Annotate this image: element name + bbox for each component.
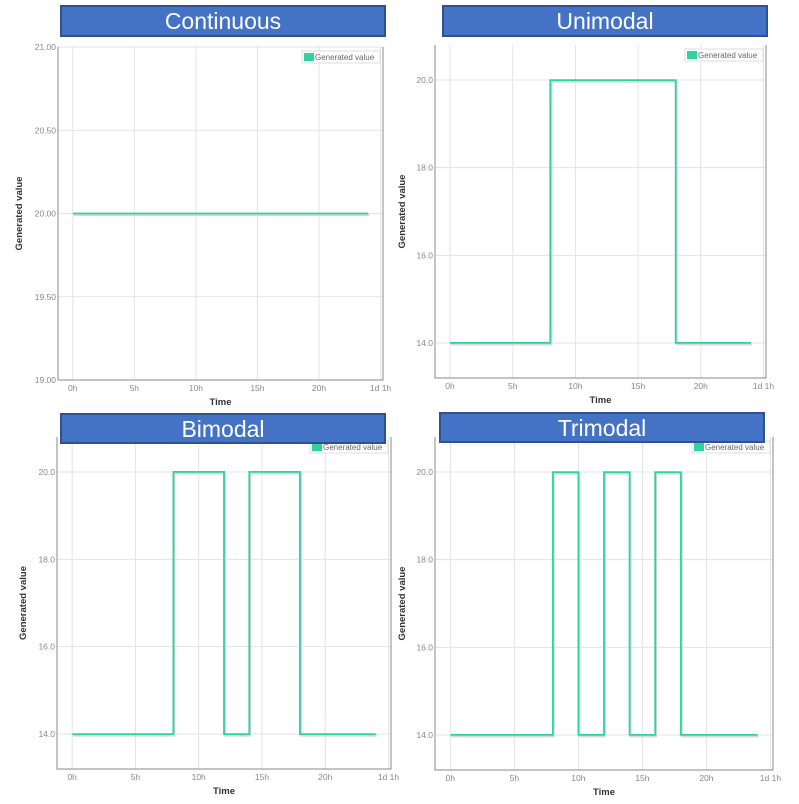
y-tick-label: 16.0	[38, 642, 55, 652]
title-trimodal: Trimodal	[439, 412, 765, 443]
x-tick-label: 1d 1h	[760, 773, 782, 783]
y-tick-label: 20.0	[416, 467, 433, 477]
y-axis-title: Generated value	[14, 177, 25, 251]
y-tick-label: 20.00	[35, 209, 57, 219]
x-tick-label: 5h	[130, 383, 140, 393]
series-line	[450, 471, 758, 736]
y-tick-label: 20.50	[35, 125, 57, 135]
y-tick-label: 20.0	[416, 75, 433, 85]
y-tick-label: 18.0	[416, 163, 433, 173]
x-tick-label: 10h	[189, 383, 203, 393]
legend-swatch	[687, 51, 697, 59]
x-tick-label: 5h	[508, 381, 518, 391]
x-tick-label: 15h	[255, 772, 269, 782]
series-shadow	[451, 472, 759, 738]
x-tick-label: 5h	[131, 772, 141, 782]
x-tick-label: 20h	[694, 381, 708, 391]
legend-box	[301, 50, 381, 64]
y-tick-label: 14.0	[416, 338, 433, 348]
x-tick-label: 15h	[631, 381, 645, 391]
y-tick-label: 14.0	[38, 729, 55, 739]
x-tick-label: 1d 1h	[370, 383, 392, 393]
chart-trimodal: 0h 5h 10h 15h 20h 1d 1h 14.0 16.0 18.0 20.0 Genera…	[397, 437, 781, 798]
x-axis-title: Time	[209, 397, 231, 408]
chart-continuous: 0h 5h 10h 15h 20h 1d 1h 19.00 19.50 20.00 20.50 21…	[14, 42, 391, 408]
legend-swatch	[694, 443, 704, 451]
y-tick-label: 21.00	[35, 42, 57, 52]
y-tick-label: 14.0	[416, 730, 433, 740]
y-axis-title: Generated value	[397, 175, 408, 249]
legend-swatch	[304, 53, 314, 61]
x-tick-label: 5h	[510, 773, 520, 783]
y-tick-label: 18.0	[38, 554, 55, 564]
legend-label: Generated value	[315, 53, 375, 62]
plot-area	[435, 45, 766, 378]
legend-box	[684, 48, 764, 62]
plot-border	[56, 437, 392, 770]
plot-border	[434, 45, 767, 379]
x-tick-label: 20h	[312, 383, 326, 393]
chart-unimodal: 0h 5h 10h 15h 20h 1d 1h 14.0 16.0 18.0 20.0 Genera…	[397, 45, 774, 406]
series-shadow	[451, 80, 752, 346]
plot-border	[57, 47, 384, 381]
x-axis-title: Time	[213, 786, 235, 797]
series-shadow	[73, 472, 377, 737]
y-tick-label: 18.0	[416, 555, 433, 565]
x-tick-label: 10h	[568, 381, 582, 391]
y-tick-label: 19.00	[35, 375, 57, 385]
x-tick-label: 10h	[192, 772, 206, 782]
x-tick-label: 20h	[699, 773, 713, 783]
x-tick-label: 0h	[67, 772, 77, 782]
title-continuous: Continuous	[60, 5, 386, 37]
x-tick-label: 0h	[446, 773, 456, 783]
chart-bimodal: 0h 5h 10h 15h 20h 1d 1h 14.0 16.0 18.0 20.0 Genera…	[18, 437, 399, 797]
x-tick-label: 0h	[68, 383, 78, 393]
y-tick-label: 16.0	[416, 642, 433, 652]
x-tick-label: 15h	[635, 773, 649, 783]
legend-label: Generated value	[705, 443, 765, 452]
legend-swatch	[312, 443, 322, 451]
legend-label: Generated value	[698, 51, 758, 60]
legend-label: Generated value	[323, 443, 383, 452]
plot-border	[434, 437, 774, 771]
x-axis-title: Time	[589, 395, 611, 406]
y-axis-title: Generated value	[397, 567, 408, 641]
title-unimodal: Unimodal	[442, 5, 768, 37]
title-bimodal: Bimodal	[60, 413, 386, 444]
y-tick-label: 19.50	[35, 292, 57, 302]
x-tick-label: 0h	[445, 381, 455, 391]
x-tick-label: 1d 1h	[378, 772, 400, 782]
y-tick-label: 20.0	[38, 467, 55, 477]
x-axis-title: Time	[593, 787, 615, 798]
y-tick-label: 16.0	[416, 250, 433, 260]
x-tick-label: 15h	[250, 383, 264, 393]
x-tick-label: 20h	[318, 772, 332, 782]
x-tick-label: 10h	[571, 773, 585, 783]
series-line	[72, 470, 376, 735]
y-axis-title: Generated value	[18, 566, 29, 640]
x-tick-label: 1d 1h	[753, 381, 775, 391]
series-line	[450, 79, 751, 344]
